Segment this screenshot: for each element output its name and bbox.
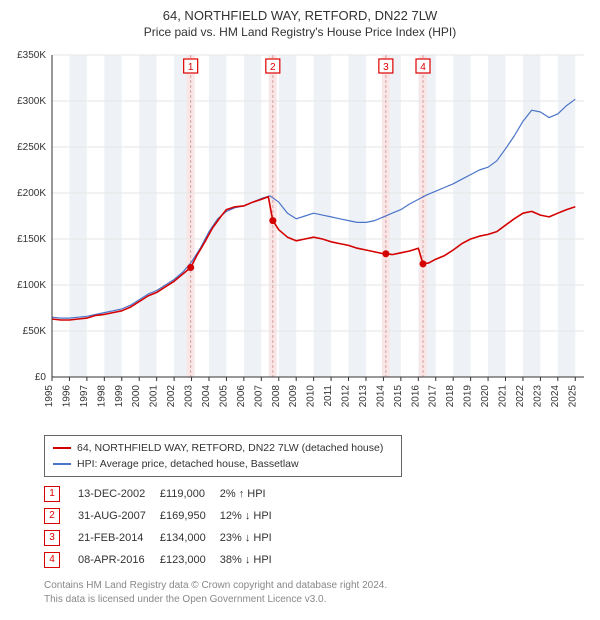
event-price: £119,000: [160, 483, 220, 505]
event-marker: 1: [44, 486, 60, 502]
svg-text:2023: 2023: [532, 385, 543, 408]
event-date: 13-DEC-2002: [78, 483, 160, 505]
event-date: 08-APR-2016: [78, 549, 160, 571]
event-marker: 2: [44, 508, 60, 524]
svg-text:£50K: £50K: [23, 326, 47, 337]
page-subtitle: Price paid vs. HM Land Registry's House …: [8, 25, 592, 39]
svg-text:2015: 2015: [393, 385, 404, 408]
footer-line-2: This data is licensed under the Open Gov…: [44, 593, 592, 607]
event-price: £134,000: [160, 527, 220, 549]
svg-text:2: 2: [270, 62, 276, 73]
svg-text:2014: 2014: [375, 385, 386, 408]
svg-text:2025: 2025: [567, 385, 578, 408]
event-delta: 2% ↑ HPI: [220, 483, 286, 505]
legend-swatch: [53, 463, 71, 465]
legend-label: HPI: Average price, detached house, Bass…: [77, 456, 299, 472]
svg-text:2004: 2004: [201, 385, 212, 408]
event-table: 1 13-DEC-2002£119,0002% ↑ HPI 2 31-AUG-2007…: [44, 483, 286, 571]
svg-text:2009: 2009: [288, 385, 299, 408]
table-row: 4 08-APR-2016£123,00038% ↓ HPI: [44, 549, 286, 571]
event-delta: 12% ↓ HPI: [220, 505, 286, 527]
legend-label: 64, NORTHFIELD WAY, RETFORD, DN22 7LW (d…: [77, 440, 383, 456]
svg-text:2008: 2008: [271, 385, 282, 408]
svg-text:1: 1: [188, 62, 194, 73]
svg-text:1996: 1996: [61, 385, 72, 408]
svg-text:1999: 1999: [114, 385, 125, 408]
svg-text:2020: 2020: [480, 385, 491, 408]
event-delta: 23% ↓ HPI: [220, 527, 286, 549]
footer-line-1: Contains HM Land Registry data © Crown c…: [44, 579, 592, 593]
svg-text:2017: 2017: [428, 385, 439, 408]
svg-text:2024: 2024: [550, 385, 561, 408]
svg-text:2007: 2007: [253, 385, 264, 408]
event-delta: 38% ↓ HPI: [220, 549, 286, 571]
svg-text:1997: 1997: [79, 385, 90, 408]
svg-text:3: 3: [383, 62, 389, 73]
table-row: 3 21-FEB-2014£134,00023% ↓ HPI: [44, 527, 286, 549]
svg-text:2005: 2005: [218, 385, 229, 408]
svg-text:£0: £0: [35, 372, 47, 383]
svg-text:2022: 2022: [515, 385, 526, 408]
svg-text:1995: 1995: [44, 385, 55, 408]
svg-text:£150K: £150K: [17, 234, 46, 245]
legend-item: HPI: Average price, detached house, Bass…: [53, 456, 393, 472]
svg-text:2002: 2002: [166, 385, 177, 408]
legend-swatch: [53, 447, 71, 449]
svg-text:2019: 2019: [463, 385, 474, 408]
event-price: £169,950: [160, 505, 220, 527]
table-row: 2 31-AUG-2007£169,95012% ↓ HPI: [44, 505, 286, 527]
svg-text:2018: 2018: [445, 385, 456, 408]
svg-text:£250K: £250K: [17, 142, 46, 153]
svg-text:2016: 2016: [410, 385, 421, 408]
legend-item: 64, NORTHFIELD WAY, RETFORD, DN22 7LW (d…: [53, 440, 393, 456]
svg-text:2000: 2000: [131, 385, 142, 408]
chart: £0 £50K £100K £150K £200K £250K £300K £350K 1995…: [8, 47, 592, 427]
svg-text:2006: 2006: [236, 385, 247, 408]
svg-text:2013: 2013: [358, 385, 369, 408]
svg-text:1998: 1998: [96, 385, 107, 408]
svg-text:£100K: £100K: [17, 280, 46, 291]
event-date: 31-AUG-2007: [78, 505, 160, 527]
chart-svg: £0 £50K £100K £150K £200K £250K £300K £350K 1995…: [8, 47, 592, 427]
event-marker: 4: [44, 552, 60, 568]
table-row: 1 13-DEC-2002£119,0002% ↑ HPI: [44, 483, 286, 505]
svg-text:4: 4: [420, 62, 426, 73]
svg-text:2021: 2021: [498, 385, 509, 408]
svg-text:£300K: £300K: [17, 96, 46, 107]
footer: Contains HM Land Registry data © Crown c…: [44, 579, 592, 606]
svg-text:2010: 2010: [306, 385, 317, 408]
svg-text:2003: 2003: [184, 385, 195, 408]
svg-text:2012: 2012: [341, 385, 352, 408]
event-price: £123,000: [160, 549, 220, 571]
svg-text:£350K: £350K: [17, 50, 46, 61]
page-title: 64, NORTHFIELD WAY, RETFORD, DN22 7LW: [8, 8, 592, 23]
svg-text:2011: 2011: [323, 385, 334, 407]
svg-text:2001: 2001: [149, 385, 160, 408]
event-date: 21-FEB-2014: [78, 527, 160, 549]
event-marker: 3: [44, 530, 60, 546]
legend: 64, NORTHFIELD WAY, RETFORD, DN22 7LW (d…: [44, 435, 402, 477]
svg-text:£200K: £200K: [17, 188, 46, 199]
